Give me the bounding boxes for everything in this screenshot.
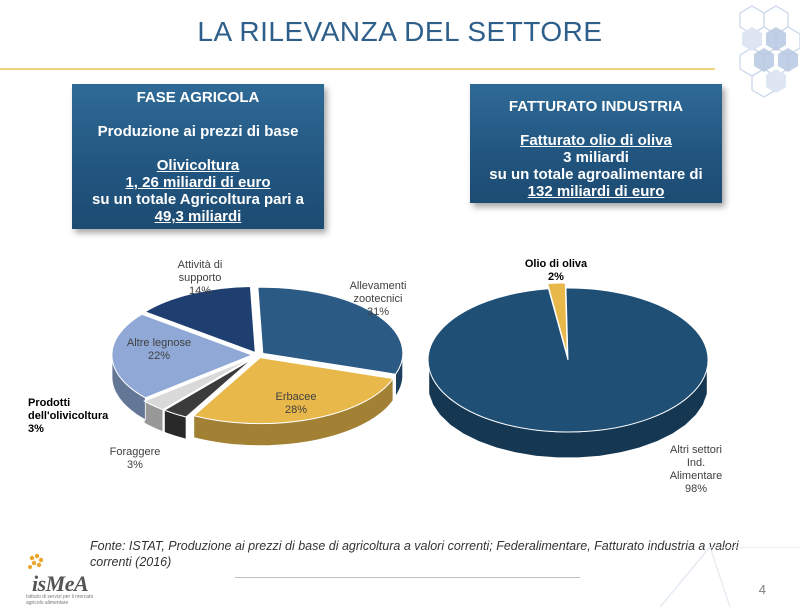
agri-pie-slice xyxy=(111,313,254,399)
label-prodotti-olivicoltura: Prodotti dell'olivicoltura 3% xyxy=(28,397,109,435)
fase-agricola-box: FASE AGRICOLA Produzione ai prezzi di ba… xyxy=(72,84,324,229)
label-attivita: Attività di supporto 14% xyxy=(177,259,223,297)
hexagon-decoration xyxy=(739,5,800,98)
box-line: Fatturato olio di oliva xyxy=(520,132,672,149)
logo-tagline: Istituto di servizi per il mercato agric… xyxy=(26,594,94,606)
logo-wordmark: isMeA xyxy=(32,571,89,596)
agri-pie-slice xyxy=(143,285,256,354)
box-line: 1, 26 miliardi di euro xyxy=(125,174,271,191)
label-altre-legnose: Altre legnose 22% xyxy=(126,337,192,362)
label-olio-di-oliva: Olio di oliva 2% xyxy=(524,258,588,283)
source-note: Fonte: ISTAT, Produzione ai prezzi di ba… xyxy=(90,539,739,569)
label-foraggere: Foraggere 3% xyxy=(109,446,161,471)
box-heading: FASE AGRICOLA xyxy=(136,89,260,106)
agri-pie-slice xyxy=(257,286,404,375)
industry-pie-slice xyxy=(547,282,568,356)
ismea-logo xyxy=(28,553,44,569)
box-line: su un totale Agricoltura pari a xyxy=(92,191,304,208)
box-line: 49,3 miliardi xyxy=(154,208,242,225)
title-divider xyxy=(0,68,715,70)
fatturato-industria-box: FATTURATO INDUSTRIA Fatturato olio di ol… xyxy=(470,84,722,203)
footer-divider xyxy=(235,577,580,578)
agri-pie-slice xyxy=(192,357,394,425)
agri-pie-slice xyxy=(163,358,253,418)
box-subheading: Produzione ai prezzi di base xyxy=(97,123,299,140)
label-altri-settori: Altri settori Ind. Alimentare 98% xyxy=(669,444,723,495)
box-heading: FATTURATO INDUSTRIA xyxy=(508,98,684,115)
industry-pie-slice xyxy=(427,287,709,433)
slide-title: LA RILEVANZA DEL SETTORE xyxy=(197,16,603,47)
box-line: 3 miliardi xyxy=(563,149,629,166)
box-line: su un totale agroalimentare di xyxy=(489,166,703,183)
page-number: 4 xyxy=(758,582,766,597)
box-line: Olivicoltura xyxy=(156,157,240,174)
corner-decoration xyxy=(659,547,800,607)
agri-pie-slice xyxy=(143,357,252,411)
pie-charts xyxy=(111,282,709,459)
box-line: 132 miliardi di euro xyxy=(527,183,665,200)
label-allevamenti: Allevamenti zootecnici 31% xyxy=(349,280,407,318)
label-erbacee: Erbacee 28% xyxy=(275,391,317,416)
